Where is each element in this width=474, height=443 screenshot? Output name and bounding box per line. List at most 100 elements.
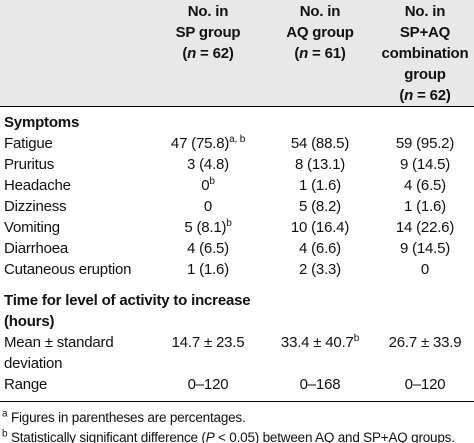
cell-value: 0–120: [187, 376, 229, 393]
n-rest: = 61): [308, 45, 346, 62]
footnotes: a Figures in parentheses are percentages…: [0, 402, 474, 443]
cell-value: 4 (6.6): [299, 240, 341, 257]
section-row: Symptoms: [0, 107, 474, 134]
header-line: SP group: [175, 24, 241, 41]
cell-value: 10 (16.4): [290, 219, 350, 236]
n-rest: = 62): [413, 87, 451, 104]
cell: 4 (6.5): [376, 175, 474, 196]
footnote-mark: b: [2, 428, 8, 440]
header-line: AQ group: [286, 24, 354, 41]
cell-value: 0–168: [299, 376, 341, 393]
row-label: Fatigue: [4, 135, 53, 152]
data-row: Fatigue 47 (75.8)a, b 54 (88.5) 59 (95.2): [0, 133, 474, 154]
data-row: Mean ± standard deviation 14.7 ± 23.5 33.4…: [0, 332, 474, 374]
cell-value: 14 (22.6): [395, 219, 455, 236]
row-label: Dizziness: [4, 198, 67, 215]
cell-value: 54 (88.5): [290, 135, 350, 152]
row-label: Range: [0, 374, 152, 402]
cell: 5 (8.2): [264, 196, 376, 217]
blank: [264, 280, 474, 332]
cell: 59 (95.2): [376, 133, 474, 154]
column-header: No. in SP group (n = 62): [152, 0, 264, 107]
cell: 9 (14.5): [376, 154, 474, 175]
header-n: (n = 62): [156, 43, 260, 64]
data-row: Range 0–120 0–168 0–120: [0, 374, 474, 402]
cell-footnote-mark: b: [226, 218, 232, 229]
section-title: Symptoms: [4, 114, 80, 131]
footnote-text: P: [205, 430, 215, 443]
cell: 0b: [152, 175, 264, 196]
section-row: Time for level of activity to increase (…: [0, 280, 474, 332]
footnote-text: < 0.05) between AQ and SP+AQ groups.: [214, 430, 455, 443]
cell-value: 1 (1.6): [404, 198, 446, 215]
cell: 14 (22.6): [376, 217, 474, 238]
cell-value: 0–120: [404, 376, 446, 393]
blank: [264, 107, 474, 134]
cell: 54 (88.5): [264, 133, 376, 154]
row-label: Headache: [4, 177, 71, 194]
cell-value: 26.7 ± 33.9: [388, 334, 462, 351]
cell: 1 (1.6): [264, 175, 376, 196]
column-header: No. in SP+AQ combination group (n = 62): [376, 0, 474, 107]
cell-value: 33.4 ± 40.7: [280, 334, 354, 351]
data-row: Vomiting 5 (8.1)b 10 (16.4) 14 (22.6): [0, 217, 474, 238]
header-row: No. in SP group (n = 62) No. in AQ group (n =…: [0, 0, 474, 107]
cell-value: 0: [420, 261, 430, 278]
n-var: n: [187, 45, 197, 62]
footnote-text: Figures in parentheses are percentages.: [10, 410, 246, 425]
cell: 3 (4.8): [152, 154, 264, 175]
header-blank: [0, 0, 152, 107]
row-label: Vomiting: [4, 219, 60, 236]
cell: 2 (3.3): [264, 259, 376, 280]
cell: 0–120: [376, 374, 474, 402]
cell: 10 (16.4): [264, 217, 376, 238]
cell: 0–120: [152, 374, 264, 402]
cell-footnote-mark: a, b: [229, 134, 246, 145]
cell-value: 0: [203, 198, 213, 215]
header-line: No. in: [299, 3, 341, 20]
cell: 47 (75.8)a, b: [152, 133, 264, 154]
cell-value: 5 (8.1): [184, 219, 227, 236]
cell: 0: [152, 196, 264, 217]
results-table: No. in SP group (n = 62) No. in AQ group (n =…: [0, 0, 474, 402]
cell-value: 1 (1.6): [299, 177, 341, 194]
cell: 33.4 ± 40.7b: [264, 332, 376, 374]
cell: 0–168: [264, 374, 376, 402]
cell: 8 (13.1): [264, 154, 376, 175]
n-rest: = 62): [196, 45, 234, 62]
header-line: combination: [381, 45, 469, 62]
header-n: (n = 62): [380, 85, 470, 106]
footnote-text: Statistically significant difference (: [10, 430, 206, 443]
data-row: Pruritus 3 (4.8) 8 (13.1) 9 (14.5): [0, 154, 474, 175]
cell-value: 59 (95.2): [395, 135, 455, 152]
n-var: n: [299, 45, 309, 62]
section-title: Time for level of activity to increase (…: [4, 292, 251, 330]
footnote: a Figures in parentheses are percentages…: [2, 408, 472, 428]
cell: 4 (6.5): [152, 238, 264, 259]
cell-value: 47 (75.8): [170, 135, 230, 152]
column-header: No. in AQ group (n = 61): [264, 0, 376, 107]
n-open: (: [182, 45, 188, 62]
n-open: (: [294, 45, 300, 62]
footnote-mark: a: [2, 408, 8, 420]
header-line: No. in SP+AQ: [399, 3, 451, 41]
cell: 9 (14.5): [376, 238, 474, 259]
cell-value: 3 (4.8): [187, 156, 229, 173]
cell: 1 (1.6): [152, 259, 264, 280]
data-row: Cutaneous eruption 1 (1.6) 2 (3.3) 0: [0, 259, 474, 280]
cell-value: 2 (3.3): [299, 261, 341, 278]
cell: 14.7 ± 23.5: [152, 332, 264, 374]
n-open: (: [399, 87, 405, 104]
header-line: group: [404, 66, 446, 83]
data-row: Dizziness 0 5 (8.2) 1 (1.6): [0, 196, 474, 217]
cell-value: 0: [201, 177, 210, 194]
cell: 4 (6.6): [264, 238, 376, 259]
data-row: Diarrhoea 4 (6.5) 4 (6.6) 9 (14.5): [0, 238, 474, 259]
cell-value: 14.7 ± 23.5: [171, 334, 245, 351]
header-line: No. in: [187, 3, 229, 20]
cell: 0: [376, 259, 474, 280]
cell-value: 8 (13.1): [294, 156, 346, 173]
row-label: Cutaneous eruption: [4, 261, 132, 278]
table-body: Symptoms Fatigue 47 (75.8)a, b 54 (88.5) 59 …: [0, 107, 474, 402]
